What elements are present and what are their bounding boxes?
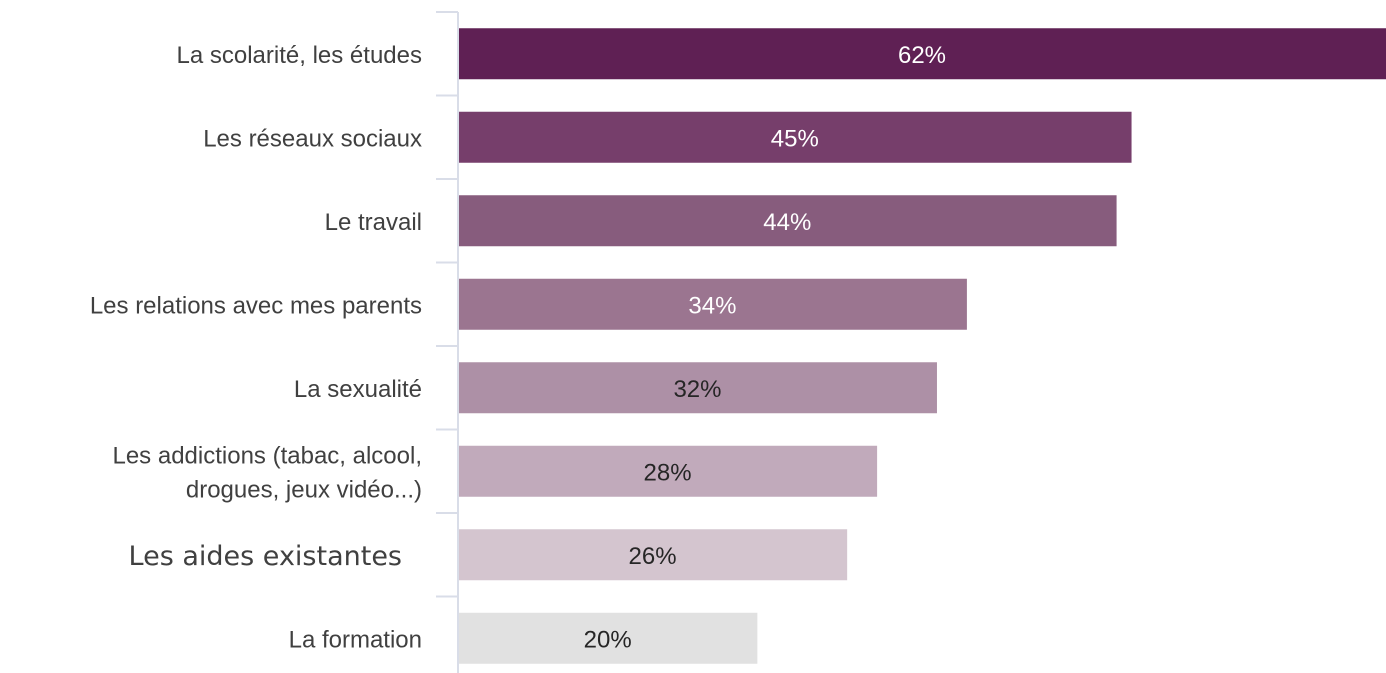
category-label: La sexualité — [294, 376, 422, 403]
category-label: Les addictions (tabac, alcool, — [112, 442, 422, 469]
category-axis — [436, 11, 459, 673]
bar — [459, 195, 1117, 247]
bars — [459, 28, 1386, 664]
bar-value-label: 32% — [673, 376, 721, 403]
category-labels: La scolarité, les études Les réseaux soci… — [90, 42, 422, 654]
category-label: La scolarité, les études — [177, 42, 422, 69]
category-label: Les relations avec mes parents — [90, 292, 422, 319]
bar-value-label: 20% — [584, 626, 632, 653]
bar — [459, 529, 848, 581]
category-label: drogues, jeux vidéo...) — [186, 476, 422, 503]
bar-value-label: 34% — [688, 292, 736, 319]
category-label: La formation — [289, 626, 422, 653]
bar — [459, 612, 758, 664]
bar-value-label: 62% — [898, 42, 946, 69]
bar-value-label: 26% — [629, 543, 677, 570]
bar — [459, 28, 1386, 80]
value-labels: 62% 45% 44% 34% 32% 28% 26% 20% — [584, 42, 946, 654]
bar — [459, 445, 878, 497]
bar — [459, 111, 1132, 163]
category-label: Les réseaux sociaux — [203, 125, 422, 152]
bar-value-label: 28% — [644, 459, 692, 486]
bar-value-label: 45% — [771, 125, 819, 152]
bar — [459, 362, 937, 414]
bar — [459, 278, 967, 330]
category-label: Le travail — [325, 209, 422, 236]
category-label: Les aides existantes — [129, 541, 402, 572]
bar-value-label: 44% — [763, 209, 811, 236]
